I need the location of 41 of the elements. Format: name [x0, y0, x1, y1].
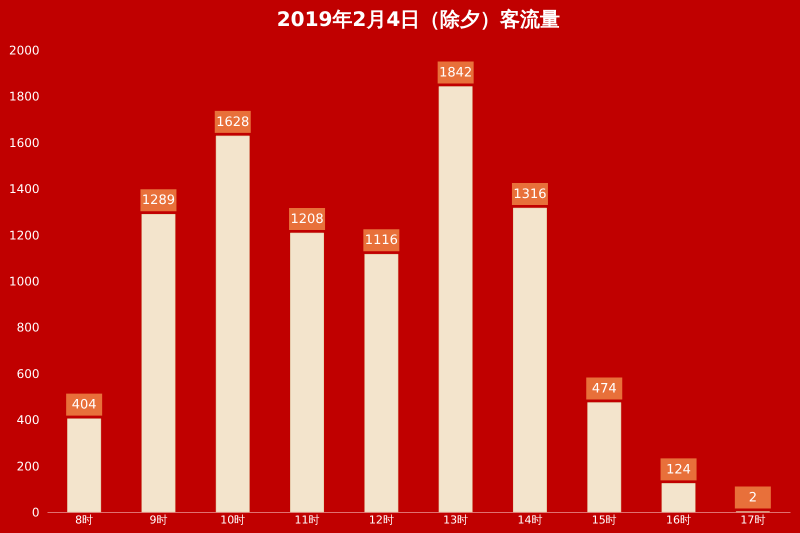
- data-label: 124: [666, 462, 691, 478]
- x-tick-label: 8时: [75, 514, 94, 526]
- y-tick-label: 1800: [8, 90, 40, 104]
- y-tick-label: 200: [16, 459, 40, 474]
- data-label: 1316: [513, 187, 546, 202]
- data-label: 1842: [439, 66, 472, 80]
- y-tick-label: 1600: [8, 136, 40, 150]
- bar: [512, 208, 547, 512]
- y-tick-label: 400: [16, 413, 40, 428]
- y-tick-label: 600: [16, 366, 40, 381]
- x-tick-label: 10时: [220, 514, 246, 526]
- x-tick-label: 15时: [592, 514, 617, 526]
- chart-title: 2019年2月4日（除夕）客流量: [276, 7, 560, 31]
- x-tick-label: 17时: [740, 514, 766, 526]
- bar: [364, 254, 398, 512]
- bar: [587, 402, 622, 512]
- data-label: 474: [592, 382, 617, 397]
- x-tick-label: 16时: [666, 514, 692, 526]
- data-label: 404: [72, 398, 97, 413]
- bar: [438, 86, 473, 512]
- y-tick-label: 2000: [8, 44, 40, 58]
- bar: [67, 418, 102, 512]
- data-label: 1628: [216, 114, 250, 130]
- data-label: 1208: [290, 212, 324, 227]
- y-tick-label: 1200: [8, 228, 40, 242]
- y-tick-label: 1000: [8, 274, 40, 288]
- data-label: 1289: [142, 193, 175, 208]
- bar: [216, 136, 250, 512]
- y-tick-label: 1400: [8, 182, 40, 196]
- x-tick-label: 13时: [443, 514, 468, 526]
- x-tick-label: 12时: [368, 514, 394, 526]
- y-tick-label: 0: [32, 506, 40, 520]
- x-tick-label: 11时: [294, 514, 320, 526]
- bar: [141, 214, 176, 512]
- bar: [290, 232, 324, 512]
- bar: [662, 483, 696, 512]
- x-tick-label: 9时: [149, 514, 168, 526]
- data-label: 1116: [364, 233, 398, 248]
- x-tick-label: 14时: [517, 514, 542, 526]
- y-tick-label: 800: [16, 320, 40, 335]
- data-label: 2: [748, 490, 757, 506]
